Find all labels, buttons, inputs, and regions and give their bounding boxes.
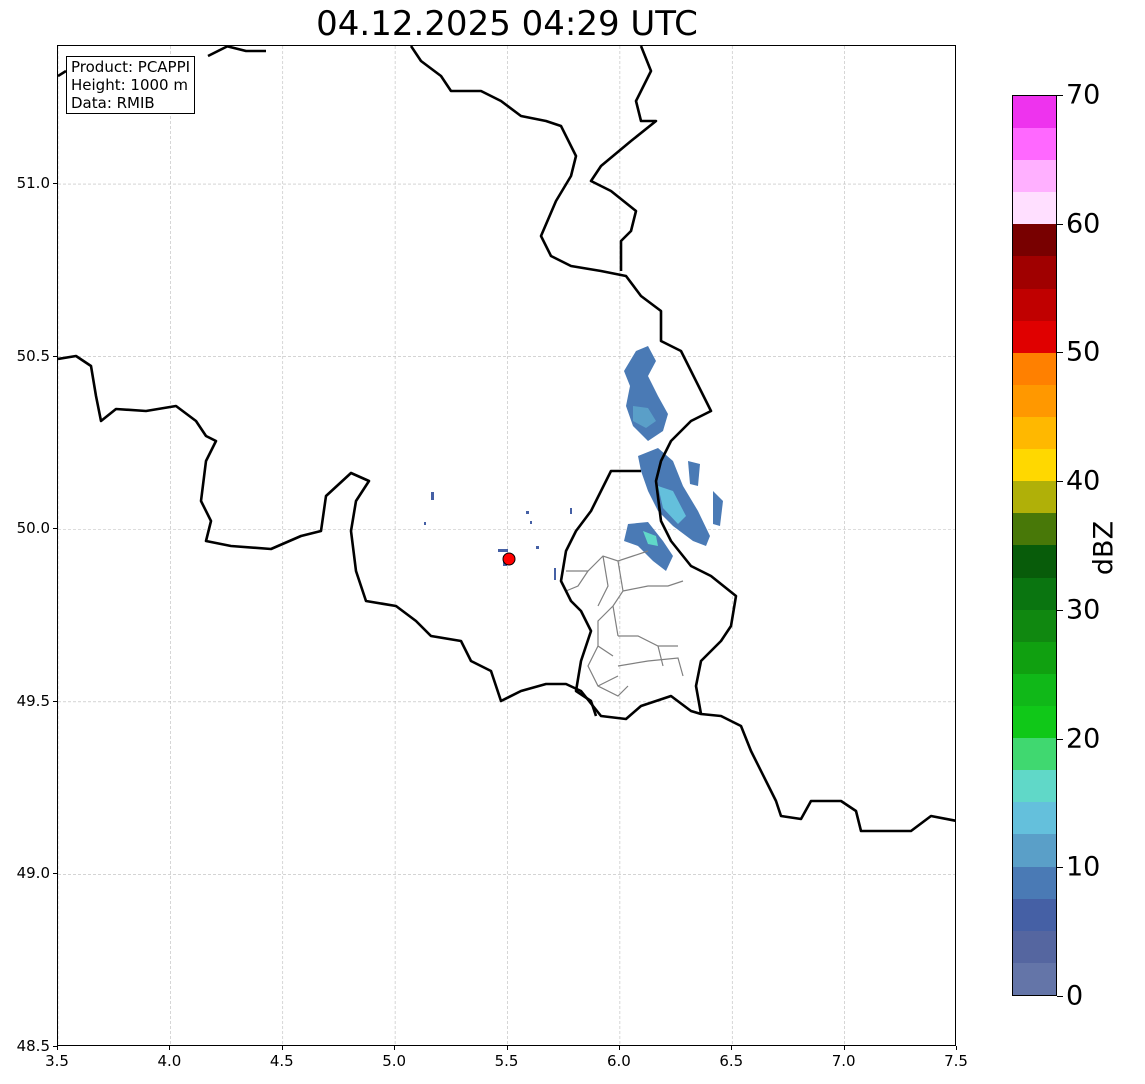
colorbar-bin <box>1013 609 1056 642</box>
map-canvas <box>58 46 955 1045</box>
colorbar-bin <box>1013 95 1056 129</box>
echo-east2 <box>713 491 723 526</box>
radar-map[interactable] <box>57 45 956 1046</box>
colorbar-bin <box>1013 898 1056 931</box>
colorbar-bin <box>1013 706 1056 739</box>
luxembourg-canton-borders <box>565 550 684 697</box>
colorbar-bin <box>1013 834 1056 867</box>
x-tick <box>843 1046 845 1050</box>
x-tick-label: 5.5 <box>494 1052 519 1070</box>
colorbar-bin <box>1013 802 1056 835</box>
product-label: Product: PCAPPI <box>71 58 191 76</box>
echo-mid-core <box>658 486 686 524</box>
x-tick <box>506 1046 508 1050</box>
y-tick <box>53 355 57 357</box>
gridlines <box>58 46 955 1045</box>
x-tick-label: 6.0 <box>606 1052 631 1070</box>
y-tick <box>53 700 57 702</box>
colorbar-tick <box>1057 223 1063 225</box>
colorbar-tick-label: 0 <box>1066 980 1084 1012</box>
colorbar-bin <box>1013 481 1056 514</box>
colorbar-tick <box>1057 738 1063 740</box>
colorbar-bin <box>1013 384 1056 418</box>
x-tick-label: 7.0 <box>831 1052 856 1070</box>
colorbar-tick <box>1057 481 1063 483</box>
y-tick <box>53 873 57 875</box>
colorbar-bin <box>1013 320 1056 353</box>
map-title: 04.12.2025 04:29 UTC <box>316 4 698 44</box>
echo-north-core <box>633 406 656 428</box>
colorbar-tick-label: 50 <box>1066 336 1101 368</box>
clutter-specks <box>424 492 572 580</box>
x-tick <box>281 1046 283 1050</box>
colorbar-tick-label: 40 <box>1066 465 1101 497</box>
colorbar-bin <box>1013 770 1056 803</box>
colorbar <box>1012 95 1057 996</box>
colorbar-bin <box>1013 738 1056 771</box>
colorbar-tick <box>1057 609 1063 611</box>
colorbar-bin <box>1013 577 1056 610</box>
y-tick-label: 51.0 <box>16 174 50 193</box>
colorbar-bin <box>1013 128 1056 161</box>
product-info-box: Product: PCAPPI Height: 1000 m Data: RMI… <box>66 56 196 114</box>
y-tick <box>53 1046 57 1047</box>
colorbar-bin <box>1013 288 1056 321</box>
colorbar-bin <box>1013 449 1056 482</box>
height-label: Height: 1000 m <box>71 76 188 94</box>
country-borders <box>58 46 955 833</box>
x-tick <box>618 1046 620 1050</box>
colorbar-tick <box>1057 996 1063 997</box>
colorbar-tick-label: 70 <box>1066 79 1101 111</box>
colorbar-bin <box>1013 962 1056 995</box>
y-tick-label: 49.5 <box>16 691 50 710</box>
colorbar-tick-label: 10 <box>1066 851 1101 883</box>
y-tick-label: 50.5 <box>16 346 50 365</box>
colorbar-bin <box>1013 192 1056 225</box>
colorbar-bin <box>1013 673 1056 707</box>
colorbar-tick-label: 30 <box>1066 594 1101 626</box>
colorbar-bin <box>1013 513 1056 546</box>
colorbar-bin <box>1013 256 1056 289</box>
echo-south <box>624 522 673 571</box>
colorbar-bin <box>1013 417 1056 450</box>
echo-east <box>688 461 700 486</box>
x-tick <box>394 1046 396 1050</box>
echo-south-core <box>643 531 658 546</box>
colorbar-tick <box>1057 352 1063 354</box>
x-tick <box>169 1046 171 1050</box>
colorbar-label: dBZ <box>1088 520 1120 576</box>
colorbar-tick <box>1057 95 1063 96</box>
colorbar-bin <box>1013 352 1056 385</box>
colorbar-bin <box>1013 545 1056 578</box>
x-tick-label: 6.5 <box>719 1052 744 1070</box>
colorbar-bin <box>1013 641 1056 674</box>
radar-echoes <box>424 346 723 580</box>
colorbar-tick <box>1057 867 1063 869</box>
colorbar-tick-label: 20 <box>1066 723 1101 755</box>
colorbar-bin <box>1013 224 1056 257</box>
y-tick-label: 48.5 <box>16 1037 50 1055</box>
x-tick <box>956 1046 957 1050</box>
y-tick <box>53 183 57 185</box>
colorbar-bin <box>1013 160 1056 193</box>
x-tick-label: 7.5 <box>944 1052 968 1070</box>
colorbar-bin <box>1013 866 1056 899</box>
x-tick-label: 5.0 <box>382 1052 407 1070</box>
colorbar-tick-label: 60 <box>1066 208 1101 240</box>
y-tick <box>53 528 57 530</box>
x-tick <box>731 1046 733 1050</box>
colorbar-bin <box>1013 930 1056 963</box>
y-tick-label: 50.0 <box>16 519 50 538</box>
x-tick-label: 3.5 <box>45 1052 69 1070</box>
data-source-label: Data: RMIB <box>71 94 155 112</box>
x-tick-label: 4.5 <box>269 1052 294 1070</box>
x-tick-label: 4.0 <box>157 1052 182 1070</box>
radar-site-marker[interactable] <box>502 552 516 566</box>
x-tick <box>57 1046 58 1050</box>
y-tick-label: 49.0 <box>16 864 50 883</box>
